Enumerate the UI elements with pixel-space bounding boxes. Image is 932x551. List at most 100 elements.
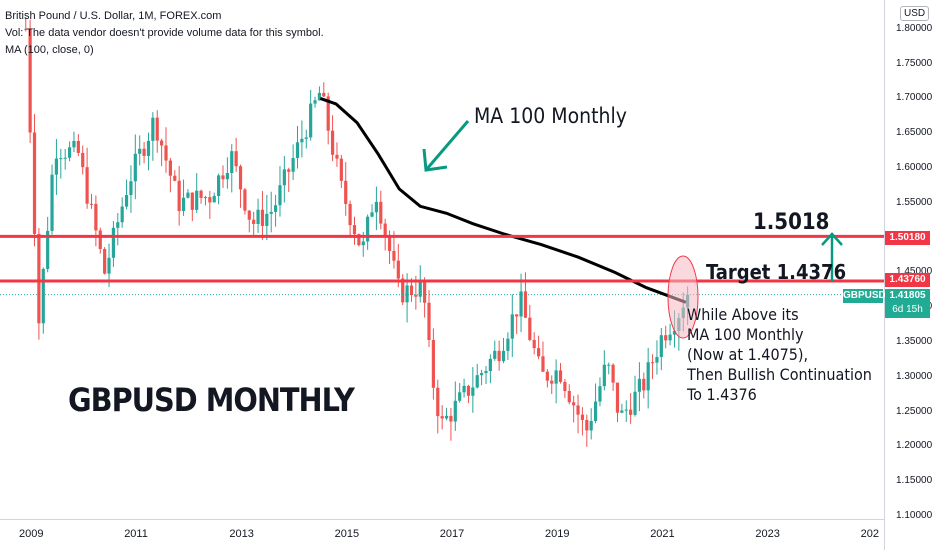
candle-down — [550, 380, 554, 384]
currency-selector[interactable]: USD — [900, 6, 930, 21]
candle-up — [273, 205, 278, 212]
candle-down — [409, 285, 414, 296]
candle-down — [523, 291, 528, 318]
candle-up — [598, 386, 602, 402]
last-price-badge: 1.41805 6d 15h — [885, 289, 930, 318]
candle-down — [585, 419, 589, 431]
candle-down — [98, 230, 102, 249]
candle-up — [317, 92, 322, 101]
time-tick-label: 2015 — [334, 528, 360, 540]
time-tick-label: 2017 — [439, 528, 465, 540]
candle-up — [453, 400, 457, 422]
candle-down — [352, 225, 357, 235]
candle-down — [76, 140, 80, 153]
candle-up — [659, 335, 663, 357]
candle-down — [423, 280, 427, 303]
candle-up — [186, 192, 190, 198]
candle-down — [199, 190, 203, 198]
candle-down — [497, 350, 501, 362]
candle-up — [484, 371, 488, 374]
candle-up — [624, 409, 628, 411]
candle-up — [54, 158, 59, 175]
candle-up — [668, 334, 672, 341]
candle-down — [335, 154, 339, 159]
candle-down — [392, 250, 396, 261]
candle-up — [295, 142, 300, 159]
candle-up — [129, 181, 133, 196]
candle-up — [475, 375, 479, 388]
candle-up — [107, 257, 111, 274]
countdown-timer: 6d 15h — [892, 304, 923, 315]
candle-down — [339, 158, 343, 181]
ma100-line — [319, 96, 687, 304]
candle-down — [642, 378, 646, 391]
candle-down — [160, 140, 164, 146]
candle-down — [396, 260, 400, 279]
ma-annotation: MA 100 Monthly — [474, 104, 627, 128]
candle-up — [59, 158, 63, 160]
candle-up — [655, 356, 659, 363]
candles-layer — [24, 17, 690, 447]
time-axis[interactable] — [0, 519, 884, 551]
ma-pointer-arrow — [422, 120, 470, 172]
target-up-arrow — [821, 232, 843, 282]
candle-down — [572, 402, 576, 406]
candle-down — [383, 223, 387, 236]
candle-down — [260, 209, 265, 226]
candle-down — [85, 167, 89, 204]
candle-down — [177, 180, 181, 212]
candle-down — [32, 132, 37, 234]
candle-up — [256, 209, 260, 224]
candle-up — [480, 373, 484, 376]
candle-down — [580, 414, 585, 420]
chart-headline: GBPUSD MONTHLY — [68, 381, 355, 419]
candle-up — [133, 153, 137, 182]
candle-up — [151, 117, 155, 141]
candle-down — [532, 339, 536, 349]
target-annotation: Target 1.4376 — [706, 260, 847, 284]
candle-up — [488, 358, 492, 372]
price-tick-label: 1.10000 — [896, 510, 932, 521]
candle-up — [120, 206, 124, 223]
candle-down — [348, 203, 352, 226]
candle-up — [493, 350, 497, 359]
candle-up — [602, 364, 606, 387]
price-tick-label: 1.75000 — [896, 57, 932, 69]
candle-up — [63, 157, 67, 159]
candle-down — [322, 92, 326, 97]
candle-down — [208, 197, 212, 203]
candle-down — [515, 314, 519, 317]
candle-down — [664, 335, 668, 341]
candle-up — [203, 197, 208, 199]
candle-down — [379, 201, 383, 224]
candle-down — [330, 130, 335, 155]
candle-up — [620, 410, 624, 413]
candle-up — [212, 195, 216, 203]
candle-down — [234, 151, 238, 167]
candle-down — [164, 145, 168, 161]
candle-up — [607, 364, 611, 366]
candle-up — [554, 370, 558, 384]
candle-up — [593, 401, 598, 422]
candle-down — [344, 180, 348, 204]
candle-up — [633, 391, 637, 415]
candle-down — [81, 152, 85, 168]
note-line: (Now at 1.4075), — [687, 345, 809, 364]
price-tick-label: 1.70000 — [896, 92, 932, 104]
candle-down — [650, 362, 655, 364]
price-tick-label: 1.35000 — [896, 336, 932, 347]
candle-up — [506, 338, 510, 351]
candle-up — [269, 211, 273, 214]
candle-down — [401, 278, 405, 303]
candle-up — [225, 173, 229, 180]
candle-down — [103, 248, 107, 274]
candle-up — [672, 330, 677, 335]
candle-down — [536, 348, 541, 357]
candle-up — [637, 378, 642, 392]
candle-up — [50, 174, 54, 231]
candle-down — [24, 28, 28, 30]
candle-down — [528, 317, 532, 340]
candle-up — [313, 100, 317, 104]
time-tick-label: 2021 — [650, 528, 675, 540]
